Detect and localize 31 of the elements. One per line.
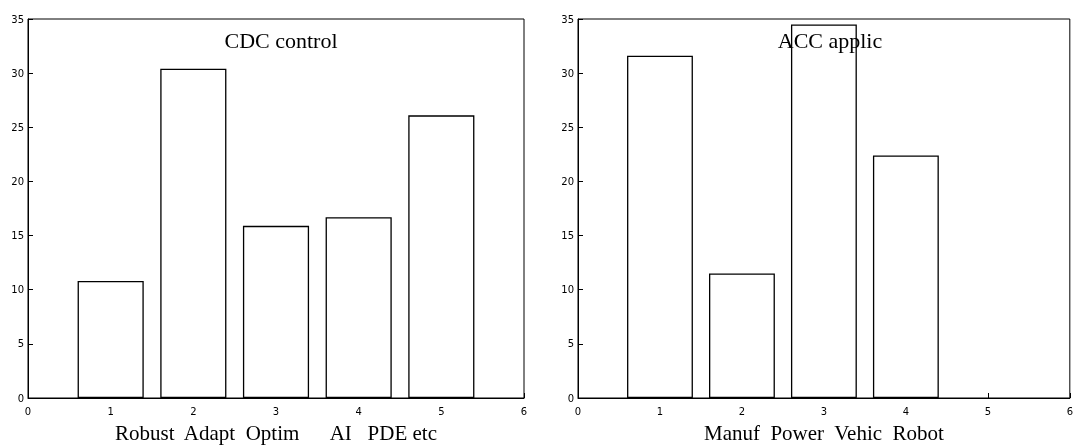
x-tick-label: 5	[984, 405, 992, 417]
x-tick-label: 1	[656, 405, 664, 417]
y-tick-label: 5	[567, 338, 574, 350]
y-tick-label: 5	[17, 338, 24, 350]
y-tick-label: 30	[561, 67, 574, 79]
y-tick-label: 35	[11, 13, 24, 25]
y-tick-label: 25	[11, 121, 24, 133]
x-tick-label: 6	[1066, 405, 1074, 417]
x-tick-label: 4	[902, 405, 910, 417]
x-tick-label: 4	[355, 405, 362, 417]
x-tick-label: 3	[272, 405, 280, 417]
y-tick-label: 20	[11, 175, 24, 187]
y-tick-label: 30	[11, 67, 24, 79]
x-axis-title: Manuf Power Vehic Robot	[703, 420, 945, 445]
x-tick-label: 6	[520, 405, 528, 417]
x-tick-label: 2	[738, 405, 746, 417]
y-tick-label: 10	[561, 284, 574, 296]
x-tick-label: 1	[107, 405, 114, 417]
y-tick-label: 15	[11, 230, 24, 242]
x-tick-label: 3	[820, 405, 828, 417]
y-tick-label: 0	[17, 392, 24, 404]
y-tick-label: 35	[561, 13, 574, 25]
x-tick-label: 5	[438, 405, 445, 417]
y-tick-label: 20	[561, 175, 574, 187]
chart-title: CDC control	[224, 27, 338, 53]
y-tick-label: 15	[561, 230, 574, 242]
y-tick-label: 25	[561, 121, 574, 133]
y-tick-label: 10	[11, 284, 24, 296]
y-tick-label: 0	[567, 392, 574, 404]
x-axis-title: Robust Adapt Optim AI PDE etc	[115, 420, 437, 445]
x-tick-label: 2	[190, 405, 197, 417]
